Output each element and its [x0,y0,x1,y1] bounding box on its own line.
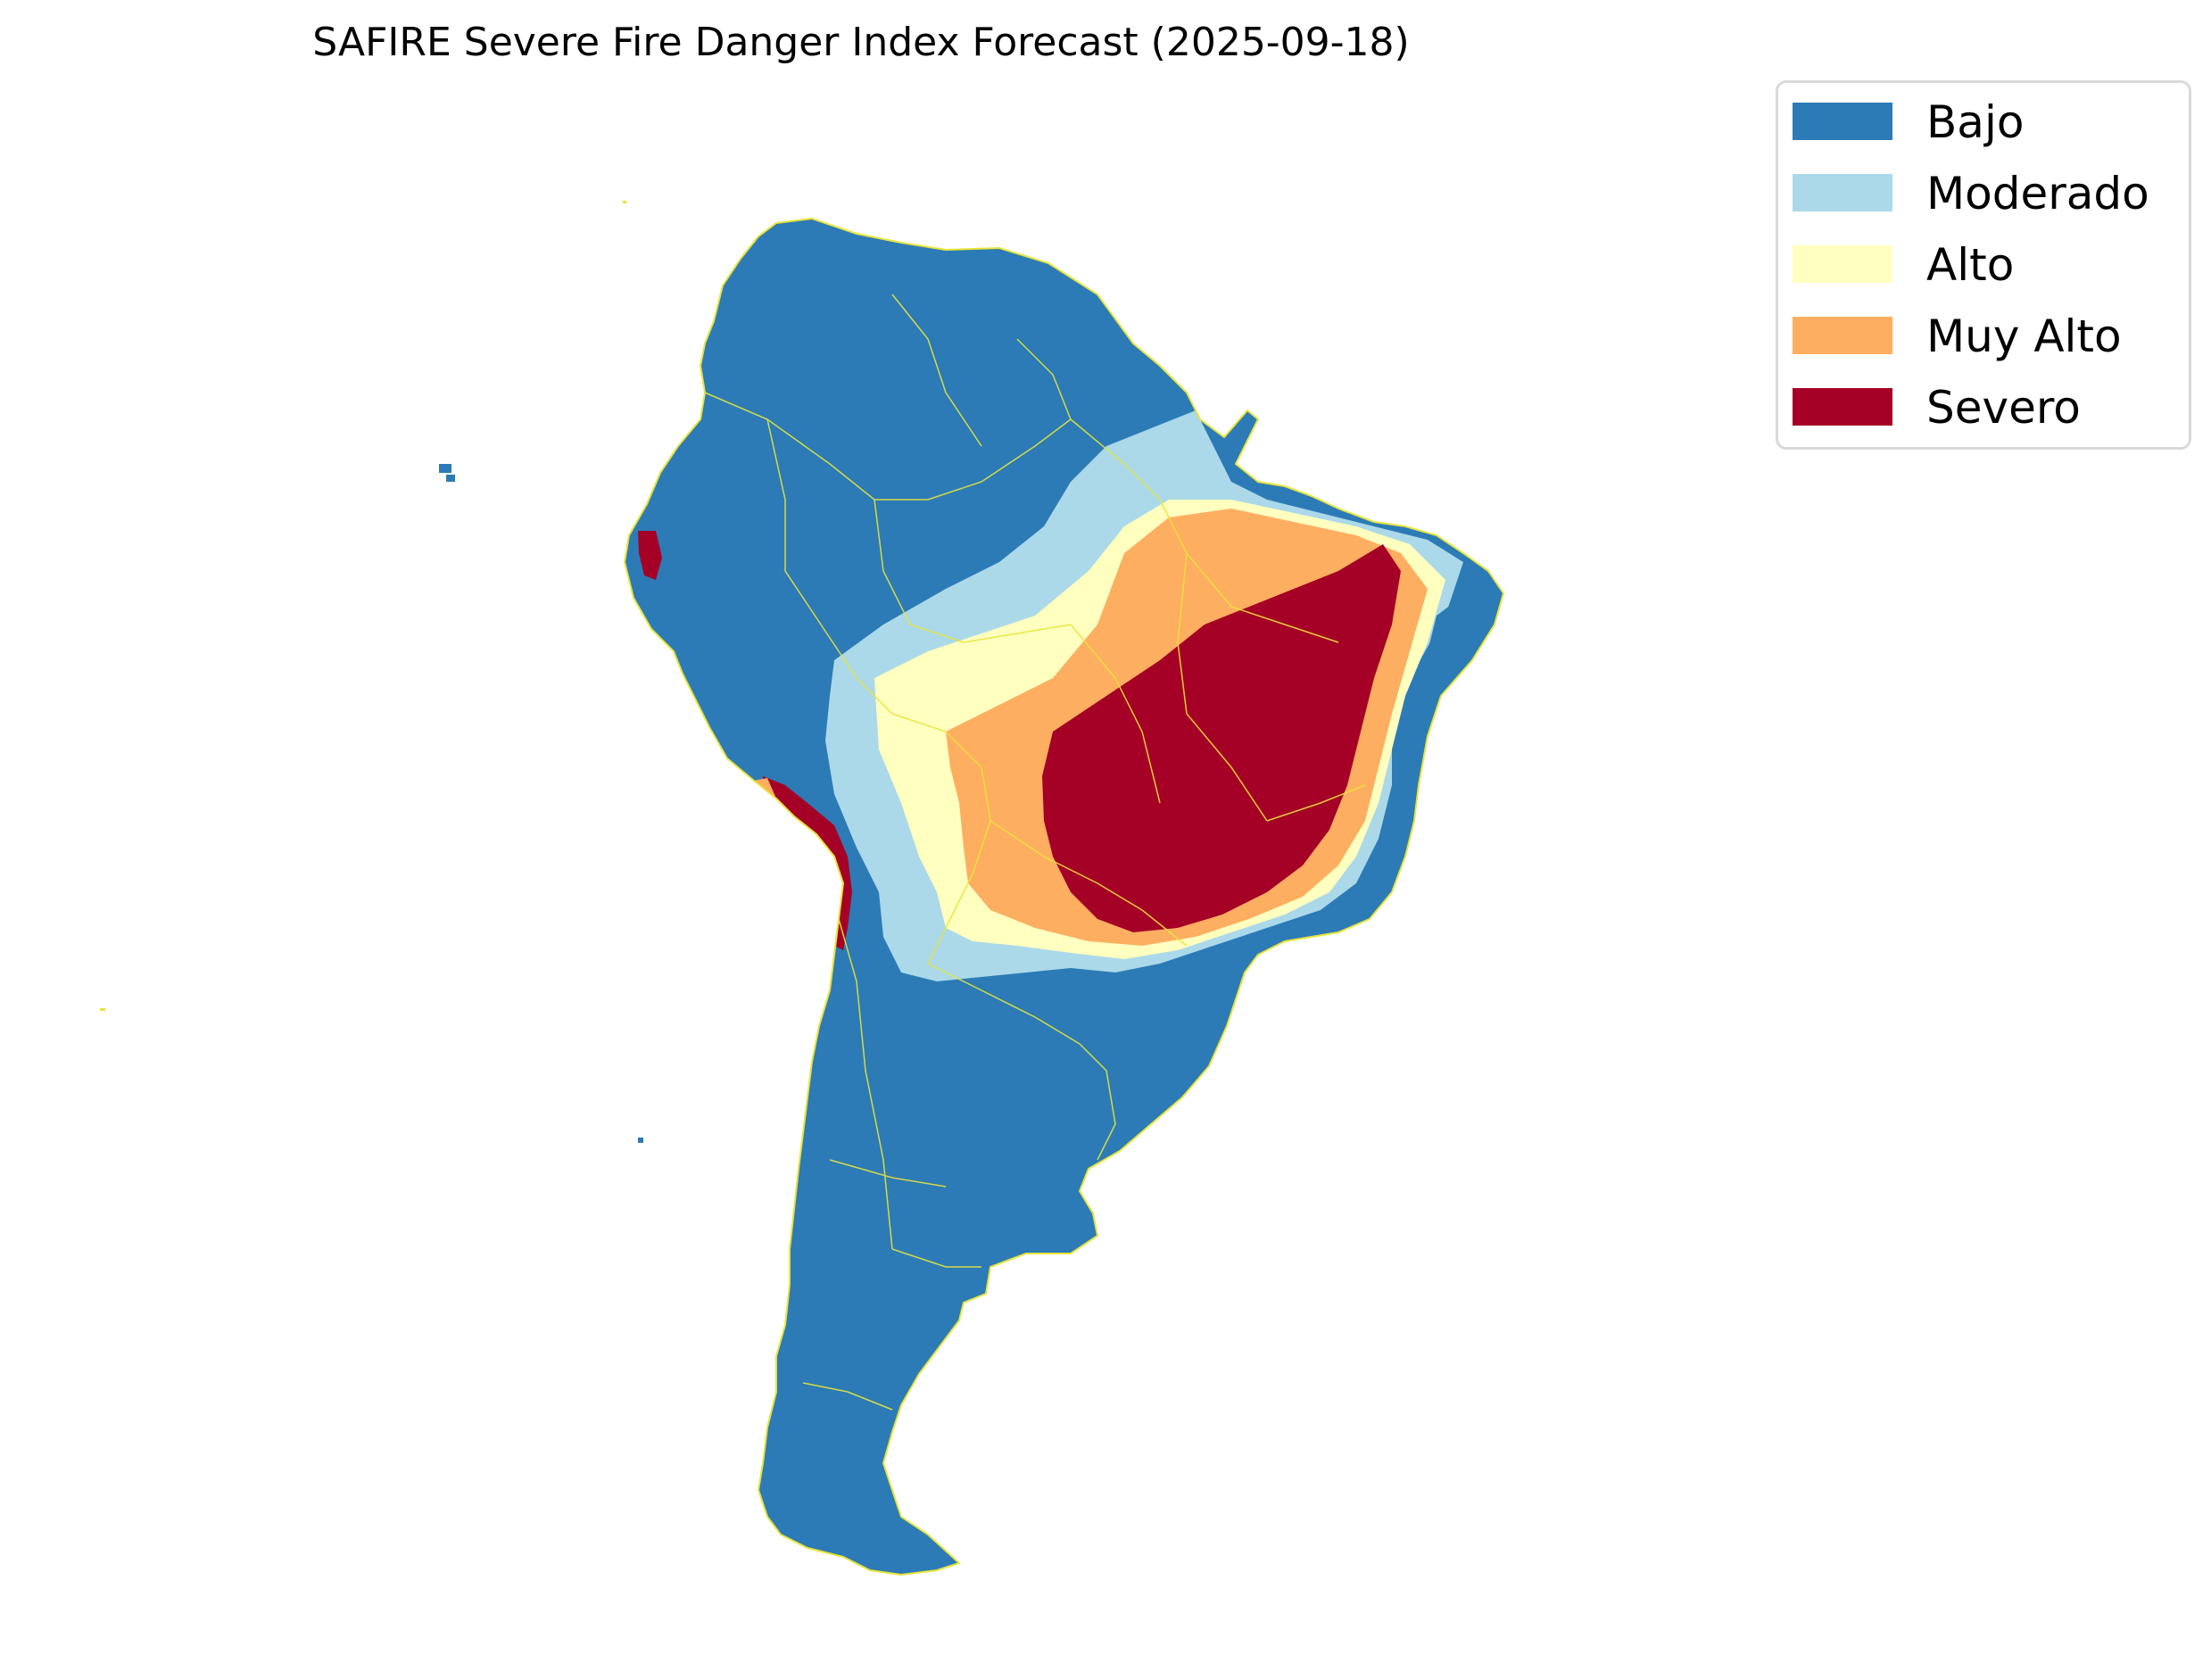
legend-swatch-moderado [1793,174,1892,211]
country-borders [704,294,1366,1411]
legend-item-severo: Severo [1793,381,2185,434]
legend-swatch-muy-alto [1793,317,1892,354]
legend-item-muy-alto: Muy Alto [1793,310,2185,363]
legend-label-muy-alto: Muy Alto [1926,310,2122,362]
danger-zones [625,219,1503,1575]
legend-swatch-bajo [1793,103,1892,140]
islands [100,201,643,1143]
legend-item-moderado: Moderado [1793,167,2185,220]
legend-swatch-alto [1793,245,1892,283]
legend-label-alto: Alto [1926,239,2015,291]
zone-bajo-south [758,959,1249,1575]
zone-severo [1042,544,1401,932]
legend-item-bajo: Bajo [1793,95,2185,149]
chart-title: SAFIRE Severe Fire Danger Index Forecast… [312,20,1410,65]
legend-swatch-severo [1793,388,1892,426]
legend: Bajo Moderado Alto Muy Alto Severo [1776,80,2191,450]
legend-label-moderado: Moderado [1926,168,2149,219]
legend-item-alto: Alto [1793,238,2185,292]
legend-label-bajo: Bajo [1926,96,2025,148]
zone-severo-ecuador [638,531,662,580]
legend-label-severo: Severo [1926,382,2081,434]
